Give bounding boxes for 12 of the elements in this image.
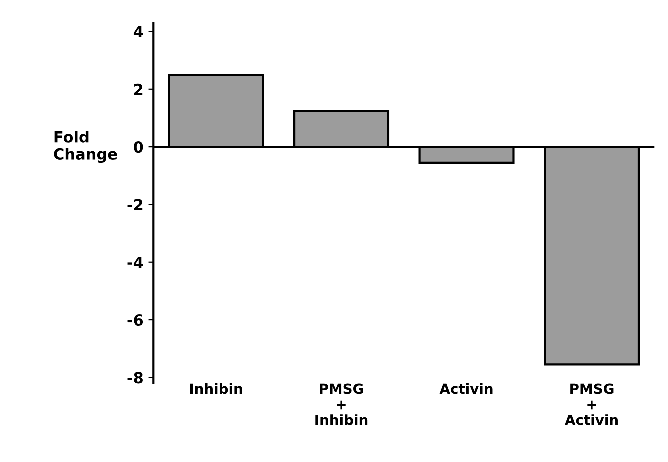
y-tick-label: -4 bbox=[128, 257, 144, 268]
y-tick-label: -2 bbox=[128, 199, 143, 211]
x-tick-label: PMSG + Activin bbox=[565, 384, 618, 426]
y-tick-label: 0 bbox=[134, 142, 144, 154]
y-tick-label: 2 bbox=[134, 84, 143, 96]
y-tick-label: -8 bbox=[128, 372, 143, 384]
x-tick-label: PMSG + Inhibin bbox=[316, 384, 368, 426]
y-tick-label: 4 bbox=[134, 26, 144, 38]
x-tick-label: Activin bbox=[440, 383, 493, 394]
y-axis-title: Fold Change bbox=[54, 131, 118, 164]
x-tick-label: Inhibin bbox=[190, 383, 242, 394]
y-tick-label: -6 bbox=[128, 314, 144, 326]
